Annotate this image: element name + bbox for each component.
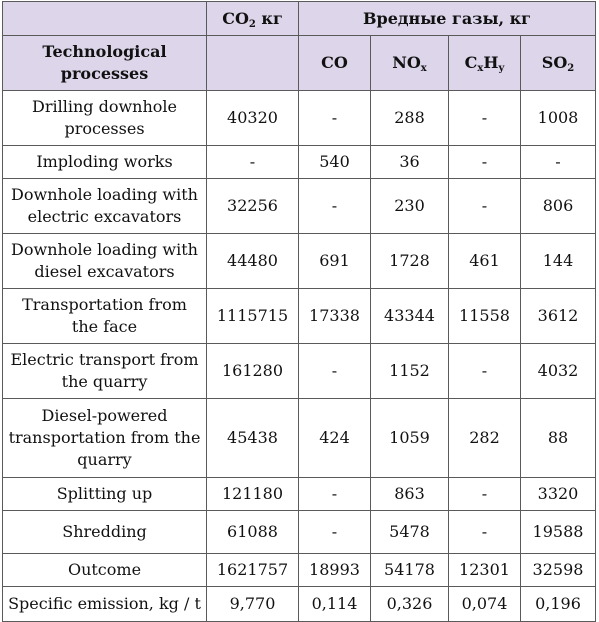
co-cell: 17338 bbox=[298, 288, 371, 344]
cxhy-cell: - bbox=[448, 90, 521, 146]
table-row: Downhole loading with electric excavator… bbox=[2, 178, 596, 234]
cxhy-header: CxHy bbox=[448, 35, 521, 91]
process-name-cell: Imploding works bbox=[2, 145, 207, 179]
cxhy-cell: - bbox=[448, 178, 521, 234]
process-name-cell: Shredding bbox=[2, 510, 207, 554]
table-row: Diesel-powered transportation from the q… bbox=[2, 398, 596, 478]
co-cell: - bbox=[298, 477, 371, 511]
cxhy-cell: 12301 bbox=[448, 553, 521, 587]
co-cell: - bbox=[298, 510, 371, 554]
header-blank-cell-2 bbox=[206, 35, 299, 91]
table-row: Imploding works -540 36- - bbox=[2, 145, 596, 179]
so2-cell: - bbox=[520, 145, 596, 179]
co-cell: - bbox=[298, 178, 371, 234]
nox-cell: 863 bbox=[370, 477, 449, 511]
nox-header: NOx bbox=[370, 35, 449, 91]
process-name-cell: Diesel-powered transportation from the q… bbox=[2, 398, 207, 478]
process-name-cell: Downhole loading with diesel excavators bbox=[2, 233, 207, 289]
co2-cell: 45438 bbox=[206, 398, 299, 478]
so2-cell: 1008 bbox=[520, 90, 596, 146]
nox-cell: 0,326 bbox=[370, 586, 449, 622]
cxhy-cell: 282 bbox=[448, 398, 521, 478]
table-row: Drilling downhole processes 40320-288-100… bbox=[2, 90, 596, 146]
co-cell: 540 bbox=[298, 145, 371, 179]
nox-cell: 54178 bbox=[370, 553, 449, 587]
table-row: Outcome 1621757 18993 54178 12301 32598 bbox=[2, 553, 596, 587]
process-name-cell: Outcome bbox=[2, 553, 207, 587]
co2-cell: 40320 bbox=[206, 90, 299, 146]
harmful-gases-header: Вредные газы, кг bbox=[298, 1, 596, 36]
process-name-cell: Specific emission, kg / t bbox=[2, 586, 207, 622]
co2-cell: 161280 bbox=[206, 343, 299, 399]
co2-header: CO2 кг bbox=[206, 1, 299, 36]
so2-cell: 3612 bbox=[520, 288, 596, 344]
cxhy-cell: 0,074 bbox=[448, 586, 521, 622]
header-row-2: Technological processes CO NOx CxHy SO2 bbox=[2, 35, 596, 91]
cxhy-cell: - bbox=[448, 343, 521, 399]
cxhy-cell: 461 bbox=[448, 233, 521, 289]
process-name-cell: Downhole loading with electric excavator… bbox=[2, 178, 207, 234]
so2-cell: 144 bbox=[520, 233, 596, 289]
process-name-cell: Electric transport from the quarry bbox=[2, 343, 207, 399]
table-row: Specific emission, kg / t 9,770 0,114 0,326… bbox=[2, 586, 596, 622]
so2-cell: 0,196 bbox=[520, 586, 596, 622]
so2-cell: 32598 bbox=[520, 553, 596, 587]
so2-cell: 19588 bbox=[520, 510, 596, 554]
so2-cell: 3320 bbox=[520, 477, 596, 511]
co-cell: 0,114 bbox=[298, 586, 371, 622]
nox-cell: 1059 bbox=[370, 398, 449, 478]
nox-cell: 36 bbox=[370, 145, 449, 179]
cxhy-cell: - bbox=[448, 477, 521, 511]
nox-cell: 1152 bbox=[370, 343, 449, 399]
nox-cell: 43344 bbox=[370, 288, 449, 344]
co-cell: 691 bbox=[298, 233, 371, 289]
co2-cell: 9,770 bbox=[206, 586, 299, 622]
co-cell: - bbox=[298, 343, 371, 399]
nox-cell: 5478 bbox=[370, 510, 449, 554]
co2-cell: 1621757 bbox=[206, 553, 299, 587]
cxhy-cell: 11558 bbox=[448, 288, 521, 344]
process-name-cell: Splitting up bbox=[2, 477, 207, 511]
cxhy-cell: - bbox=[448, 510, 521, 554]
table-body: Drilling downhole processes 40320-288-100… bbox=[2, 90, 596, 622]
header-row-1: CO2 кг Вредные газы, кг bbox=[2, 1, 596, 36]
co2-cell: - bbox=[206, 145, 299, 179]
table-row: Downhole loading with diesel excavators 4… bbox=[2, 233, 596, 289]
co-header: CO bbox=[298, 35, 371, 91]
table-row: Transportation from the face 1115715 17338… bbox=[2, 288, 596, 344]
nox-cell: 230 bbox=[370, 178, 449, 234]
co-cell: 424 bbox=[298, 398, 371, 478]
so2-cell: 806 bbox=[520, 178, 596, 234]
table-row: Electric transport from the quarry 161280… bbox=[2, 343, 596, 399]
so2-cell: 88 bbox=[520, 398, 596, 478]
process-name-cell: Drilling downhole processes bbox=[2, 90, 207, 146]
co2-cell: 1115715 bbox=[206, 288, 299, 344]
processes-header: Technological processes bbox=[2, 35, 207, 91]
co2-cell: 32256 bbox=[206, 178, 299, 234]
cxhy-cell: - bbox=[448, 145, 521, 179]
table-row: Splitting up 121180-863-3320 bbox=[2, 477, 596, 511]
nox-cell: 1728 bbox=[370, 233, 449, 289]
process-name-cell: Transportation from the face bbox=[2, 288, 207, 344]
table-row: Shredding 61088-5478-19588 bbox=[2, 510, 596, 554]
so2-header: SO2 bbox=[520, 35, 596, 91]
co2-cell: 44480 bbox=[206, 233, 299, 289]
co-cell: - bbox=[298, 90, 371, 146]
co2-cell: 61088 bbox=[206, 510, 299, 554]
co2-cell: 121180 bbox=[206, 477, 299, 511]
header-blank-cell bbox=[2, 1, 207, 36]
co-cell: 18993 bbox=[298, 553, 371, 587]
so2-cell: 4032 bbox=[520, 343, 596, 399]
nox-cell: 288 bbox=[370, 90, 449, 146]
